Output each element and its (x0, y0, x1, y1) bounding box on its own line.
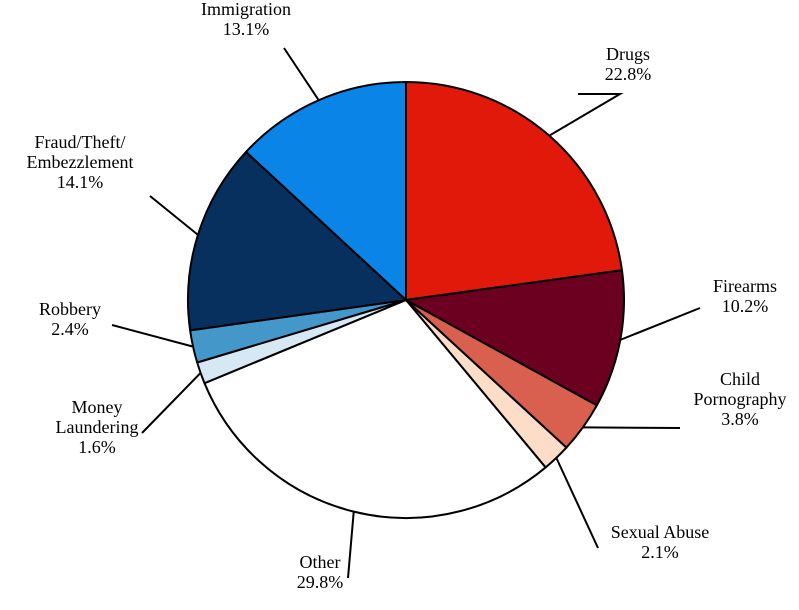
slice-category-label: Robbery (39, 299, 101, 319)
slice-label: Firearms 10.2% (713, 276, 777, 316)
slice-value-label: 2.1% (641, 542, 679, 562)
leader-line (619, 307, 701, 341)
slice-label: Drugs 22.8% (605, 44, 652, 84)
slice-value-label: 3.8% (721, 409, 759, 429)
slice-value-label: 1.6% (78, 437, 116, 457)
slice-value-label: 13.1% (223, 19, 270, 39)
pie-slice-fraud-theft-embezzlement (187, 150, 407, 332)
slice-category-label: Other (300, 552, 341, 572)
slice-label: Robbery 2.4% (39, 299, 101, 339)
slice-label: Child Pornography 3.8% (694, 369, 787, 429)
leader-line (555, 457, 599, 549)
leader-line (141, 372, 202, 434)
slice-labels: Drugs 22.8% Firearms 10.2% Child Pornography 3… (27, 0, 787, 592)
slice-category-label: Firearms (713, 276, 777, 296)
slice-value-label: 14.1% (57, 172, 104, 192)
pie-slice-immigration (245, 81, 407, 301)
slice-value-label: 10.2% (722, 296, 769, 316)
slice-category-label: Pornography (694, 389, 787, 409)
pie-slice-drugs (405, 81, 623, 301)
leader-lines (111, 47, 701, 579)
leader-line (111, 324, 194, 348)
slice-category-label: Sexual Abuse (611, 522, 710, 542)
slice-category-label: Drugs (606, 44, 650, 64)
leader-line (149, 195, 199, 236)
slice-label: Other 29.8% (297, 552, 344, 592)
slice-category-label: Money (72, 397, 123, 417)
slice-value-label: 22.8% (605, 64, 652, 84)
leader-line (283, 47, 320, 101)
slice-category-label: Embezzlement (27, 152, 134, 172)
slice-category-label: Immigration (201, 0, 291, 19)
leader-line (582, 426, 681, 429)
pie-slice-other (203, 299, 547, 519)
slice-label: Fraud/Theft/Embezzlement 14.1% (27, 132, 134, 192)
slice-category-label: Child (720, 369, 760, 389)
slice-label: Money Laundering 1.6% (56, 397, 139, 457)
leader-line (548, 93, 624, 137)
slice-value-label: 2.4% (51, 319, 89, 339)
slice-label: Sexual Abuse 2.1% (611, 522, 710, 562)
slice-category-label: Laundering (56, 417, 139, 437)
pie-slices (187, 81, 625, 519)
slice-value-label: 29.8% (297, 572, 344, 592)
leader-line (347, 511, 355, 579)
slice-label: Immigration 13.1% (201, 0, 291, 39)
slice-category-label: Fraud/Theft/ (35, 132, 126, 152)
